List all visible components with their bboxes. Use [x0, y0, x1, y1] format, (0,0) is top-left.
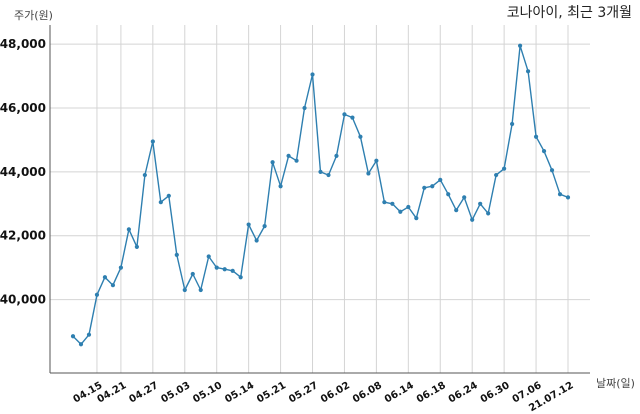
data-point — [446, 192, 451, 197]
data-point — [326, 172, 331, 178]
data-point — [486, 211, 491, 216]
data-point — [302, 105, 307, 111]
axes — [49, 25, 590, 374]
data-point — [86, 332, 92, 337]
data-point — [525, 69, 531, 74]
data-point — [158, 200, 163, 205]
grid — [50, 25, 590, 373]
data-point — [262, 224, 267, 229]
data-point — [318, 169, 323, 174]
data-point — [190, 271, 195, 277]
data-point — [478, 201, 483, 206]
data-point — [150, 139, 155, 144]
data-point — [430, 184, 435, 189]
x-tick-label: 06.30 — [479, 380, 512, 405]
y-axis-label: 주가(원) — [14, 9, 53, 22]
data-point — [438, 177, 443, 182]
x-axis-label: 날짜(일) — [596, 376, 635, 390]
data-point — [549, 168, 555, 173]
data-point — [557, 192, 563, 197]
data-point — [470, 217, 475, 222]
data-point — [358, 134, 363, 139]
data-point — [541, 149, 547, 154]
data-point — [254, 238, 259, 243]
data-point — [182, 287, 187, 293]
data-point — [350, 115, 355, 120]
data-point — [214, 265, 219, 270]
data-point — [294, 158, 299, 163]
data-point — [126, 227, 131, 232]
x-tick-label: 05.10 — [191, 380, 224, 405]
data-point — [382, 200, 387, 205]
x-tick-label: 05.27 — [287, 380, 320, 405]
x-tick-label: 06.24 — [447, 380, 480, 405]
data-point — [110, 283, 116, 288]
data-point — [398, 209, 403, 214]
price-series — [70, 43, 571, 347]
data-point — [206, 254, 211, 259]
data-point — [70, 334, 76, 339]
x-tick-label: 06.14 — [383, 380, 416, 405]
data-point — [366, 171, 371, 176]
data-point — [390, 201, 395, 206]
data-point — [198, 287, 203, 293]
data-point — [414, 216, 419, 221]
y-tick-label: 46,000 — [0, 101, 46, 115]
data-point — [94, 292, 100, 297]
data-point — [494, 172, 499, 178]
data-point — [454, 208, 459, 213]
y-tick-label: 44,000 — [0, 165, 46, 179]
y-tick-labels: 40,000 42,000 44,000 46,000 48,000 — [0, 37, 46, 306]
data-point — [118, 265, 124, 270]
chart-title: 코나아이, 최근 3개월 — [507, 5, 632, 21]
x-tick-label: 06.18 — [415, 380, 448, 405]
data-point — [166, 193, 171, 198]
y-tick-label: 48,000 — [0, 37, 46, 51]
data-point — [342, 112, 347, 117]
data-point — [310, 72, 315, 77]
data-point — [270, 160, 275, 165]
data-point — [78, 342, 84, 347]
data-point — [334, 153, 339, 158]
data-point — [406, 204, 411, 210]
data-point — [422, 185, 427, 190]
x-tick-label: 05.03 — [159, 380, 192, 405]
data-point — [502, 166, 507, 171]
data-point — [374, 158, 379, 163]
data-point — [222, 267, 227, 272]
data-point — [174, 252, 179, 257]
data-point — [286, 153, 291, 158]
x-tick-label: 05.14 — [223, 380, 256, 405]
x-tick-label: 06.08 — [351, 380, 384, 405]
data-point — [565, 195, 571, 200]
y-tick-label: 42,000 — [0, 229, 46, 243]
data-point — [517, 43, 523, 48]
x-tick-label: 04.27 — [127, 380, 160, 405]
data-point — [142, 172, 147, 178]
data-point — [246, 222, 251, 227]
data-point — [278, 184, 283, 189]
data-point — [533, 134, 539, 139]
x-tick-label: 06.02 — [319, 380, 352, 405]
data-point — [462, 195, 467, 200]
x-tick-label: 05.21 — [255, 380, 288, 405]
data-point — [238, 275, 243, 280]
data-point — [510, 121, 515, 127]
data-point — [230, 268, 235, 273]
data-point — [134, 244, 139, 249]
y-tick-label: 40,000 — [0, 293, 46, 307]
data-point — [102, 275, 108, 280]
